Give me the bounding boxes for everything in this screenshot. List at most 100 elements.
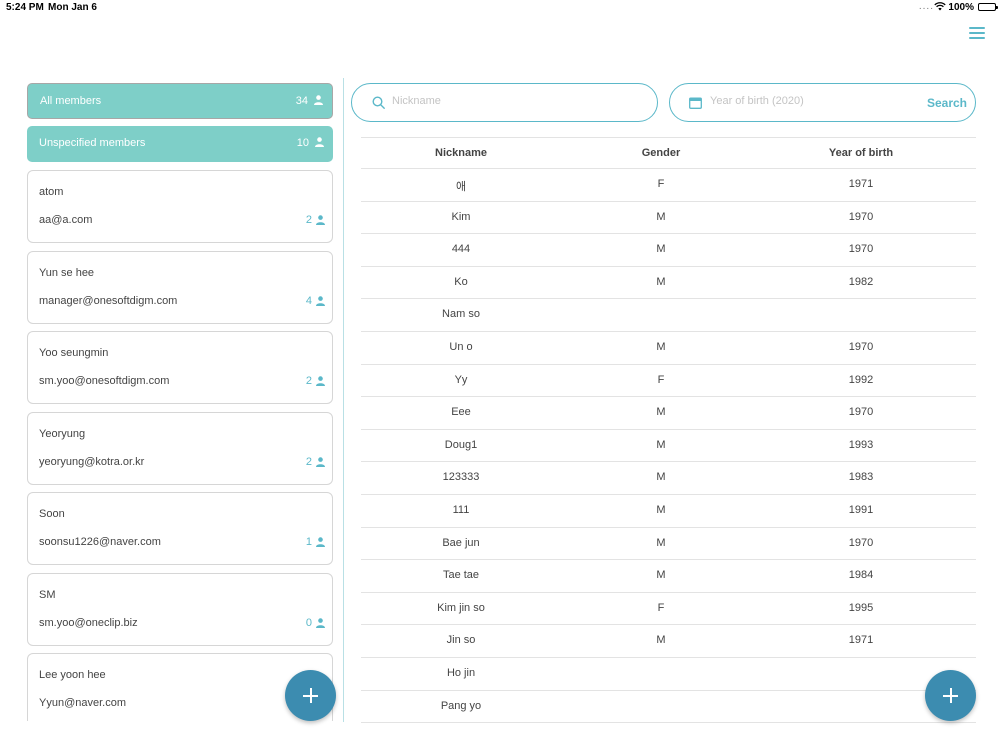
contact-email: aa@a.com (39, 214, 93, 226)
table-row[interactable]: Un o M 1970 (361, 332, 976, 365)
year-of-birth-cell: 1971 (848, 178, 874, 190)
year-of-birth-cell: 1982 (848, 275, 874, 288)
year-of-birth-cell: 1970 (848, 210, 874, 223)
table-row[interactable]: Doug1 M 1993 (361, 430, 976, 463)
nickname-cell: Bae jun (442, 536, 480, 549)
person-icon (316, 456, 325, 467)
contact-email: sm.yoo@oneclip.biz (39, 616, 138, 629)
battery-percent: 100% (948, 2, 974, 13)
gender-cell: M (656, 634, 666, 647)
gender-cell: F (657, 373, 665, 386)
nickname-cell: Ko (454, 275, 468, 288)
nickname-cell: Kim (451, 210, 471, 223)
nickname-cell: Jin so (446, 634, 476, 647)
table-row[interactable]: 123333 M 1983 (361, 462, 976, 495)
table-row[interactable]: Ho jin (361, 658, 976, 691)
table-row[interactable]: 444 M 1970 (361, 234, 976, 267)
group-label: All members (40, 95, 102, 107)
table-row[interactable]: Pang yo (361, 691, 976, 724)
gender-cell: M (656, 503, 666, 516)
year-of-birth-cell: 1984 (848, 569, 874, 582)
calendar-icon (689, 97, 702, 109)
nickname-cell: Eee (451, 406, 471, 419)
nickname-cell: 애 (455, 181, 467, 193)
hamburger-menu-icon[interactable] (969, 27, 985, 39)
add-group-button[interactable] (285, 670, 336, 721)
contact-member-count: 2 (305, 455, 312, 468)
contact-name: Soon (39, 508, 65, 520)
table-row[interactable]: Nam so (361, 299, 976, 332)
contact-email: soonsu1226@naver.com (39, 536, 161, 548)
nickname-search-field[interactable] (351, 83, 658, 122)
group-unspecified-members-button[interactable]: Unspecified members 10 (27, 126, 333, 162)
year-of-birth-cell: 1970 (848, 340, 874, 353)
status-date: Mon Jan 6 (48, 2, 97, 13)
member-group-list: All members 34 Unspecified members 10 at… (27, 83, 333, 721)
table-row[interactable]: Tae tae M 1984 (361, 560, 976, 593)
nickname-cell: Kim jin so (437, 601, 485, 614)
column-header-year-of-birth[interactable]: Year of birth (828, 147, 894, 159)
nickname-cell: Tae tae (442, 569, 480, 582)
contact-email: yeoryung@kotra.or.kr (39, 455, 145, 468)
group-count: 10 (296, 137, 309, 149)
year-of-birth-field[interactable]: Search (669, 83, 976, 122)
year-of-birth-cell: 1992 (848, 373, 874, 386)
table-row[interactable]: Eee M 1970 (361, 397, 976, 430)
gender-cell: M (656, 438, 666, 451)
column-header-nickname[interactable]: Nickname (435, 147, 487, 159)
year-of-birth-cell: 1991 (848, 503, 874, 516)
add-member-button[interactable] (925, 670, 976, 721)
gender-cell: M (656, 536, 666, 549)
person-icon (316, 537, 325, 547)
contact-member-count: 2 (305, 375, 312, 387)
contact-card[interactable]: Yun se hee manager@onesoftdigm.com 4 (27, 250, 333, 324)
person-icon (316, 295, 325, 306)
nickname-cell: Pang yo (440, 699, 482, 712)
contact-member-count: 0 (305, 616, 312, 629)
contact-name: SM (39, 588, 56, 601)
status-bar: 5:24 PM Mon Jan 6 .... 100% (0, 0, 1000, 16)
table-row[interactable]: Ko M 1982 (361, 267, 976, 300)
table-row[interactable]: Yy F 1992 (361, 365, 976, 398)
table-row[interactable]: Jin so M 1971 (361, 625, 976, 658)
contact-name: Yun se hee (39, 266, 95, 279)
table-row[interactable]: 애 F 1971 (361, 169, 976, 202)
year-of-birth-cell: 1970 (848, 406, 874, 419)
nickname-cell: 444 (451, 243, 471, 256)
gender-cell: M (656, 210, 666, 223)
wifi-icon (934, 2, 946, 11)
contact-name: atom (39, 186, 64, 198)
search-button[interactable]: Search (926, 96, 967, 110)
gender-cell: M (656, 243, 666, 256)
person-icon (316, 215, 325, 225)
year-of-birth-input[interactable] (708, 94, 892, 108)
table-row[interactable]: Bae jun M 1970 (361, 528, 976, 561)
contact-email: manager@onesoftdigm.com (39, 294, 178, 307)
nickname-cell: Doug1 (444, 438, 478, 451)
contact-card[interactable]: atom aa@a.com 2 (27, 170, 333, 243)
year-of-birth-cell: 1983 (848, 471, 874, 484)
table-row[interactable]: 111 M 1991 (361, 495, 976, 528)
column-header-gender[interactable]: Gender (641, 147, 681, 159)
contact-card[interactable]: SM sm.yoo@oneclip.biz 0 (27, 572, 333, 646)
group-all-members-button[interactable]: All members 34 (27, 83, 333, 119)
status-time: 5:24 PM (6, 2, 44, 13)
contact-name: Lee yoon hee (39, 669, 106, 681)
contact-card[interactable]: Yoo seungmin sm.yoo@onesoftdigm.com 2 (27, 331, 333, 404)
table-row[interactable]: Kim jin so F 1995 (361, 593, 976, 626)
contact-card[interactable]: Yeoryung yeoryung@kotra.or.kr 2 (27, 411, 333, 485)
contact-card[interactable]: Lee yoon hee Yyun@naver.com (27, 653, 333, 721)
year-of-birth-cell: 1970 (848, 243, 874, 256)
gender-cell: M (656, 471, 666, 484)
nickname-cell: Yy (454, 373, 468, 386)
person-icon (316, 617, 325, 628)
gender-cell: M (656, 569, 666, 582)
nickname-search-input[interactable] (390, 94, 644, 108)
nickname-cell: 111 (452, 503, 470, 516)
contact-card[interactable]: Soon soonsu1226@naver.com 1 (27, 492, 333, 565)
battery-icon (978, 3, 998, 11)
nickname-cell: 123333 (442, 471, 480, 484)
nickname-cell: Ho jin (446, 666, 476, 679)
table-row[interactable]: Kim M 1970 (361, 202, 976, 235)
gender-cell: M (656, 275, 666, 288)
